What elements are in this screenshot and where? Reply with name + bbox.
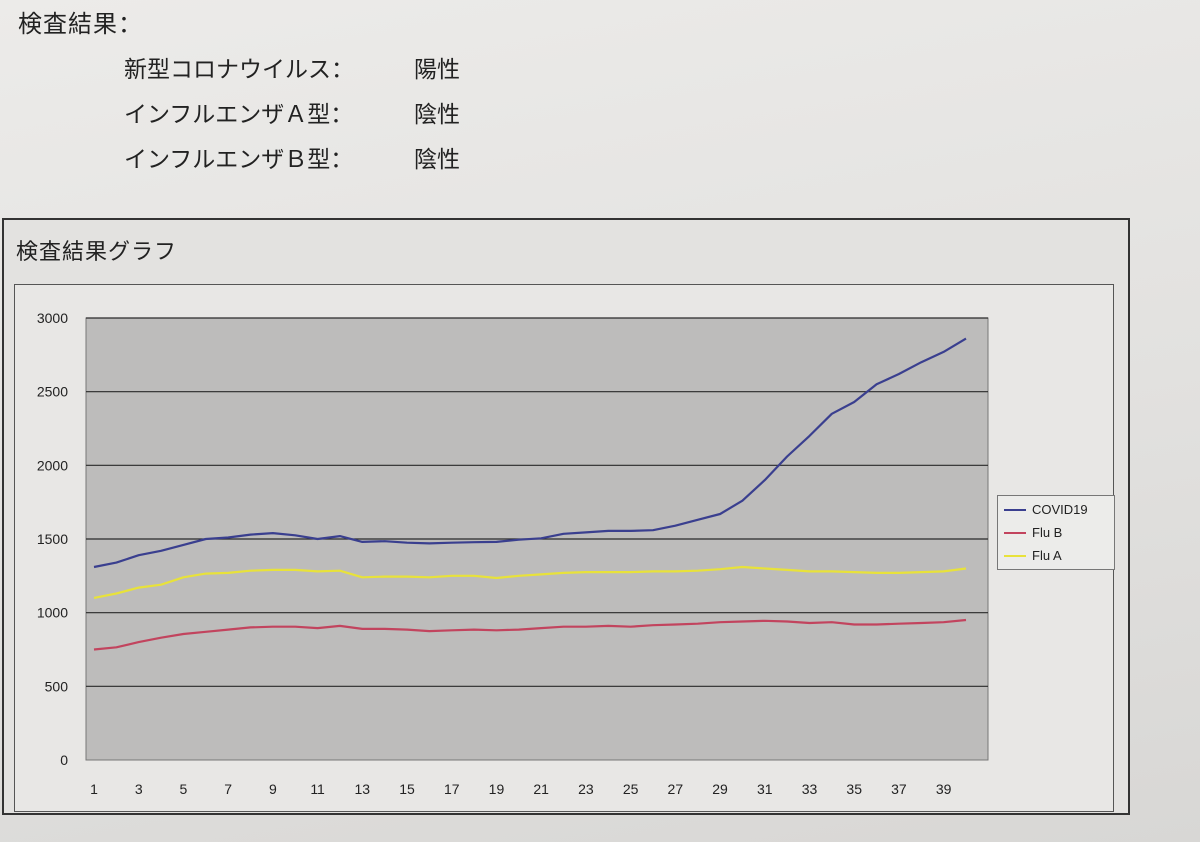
result-name: インフルエンザＡ型： [124,102,354,128]
x-tick-label: 27 [668,781,684,797]
x-tick-label: 13 [355,781,371,797]
x-tick-label: 33 [802,781,818,797]
legend-item-flu-b: Flu B [1004,525,1062,540]
x-tick-label: 39 [936,781,952,797]
x-tick-label: 35 [846,781,862,797]
y-tick-label: 1000 [37,605,68,621]
x-tick-label: 29 [712,781,728,797]
result-value: 陰性 [414,147,460,173]
result-value: 陰性 [414,102,460,128]
y-tick-label: 1500 [37,531,68,547]
x-tick-label: 37 [891,781,907,797]
x-tick-label: 17 [444,781,460,797]
graph-title: 検査結果グラフ [16,240,178,265]
result-row-flu-b: インフルエンザＢ型： 陰性 [124,140,460,174]
y-tick-label: 500 [45,678,69,694]
x-tick-label: 11 [310,781,325,797]
x-tick-label: 15 [399,781,415,797]
x-tick-label: 7 [224,781,232,797]
chart-legend: COVID19 Flu B Flu A [997,495,1115,570]
legend-label: COVID19 [1032,502,1088,517]
x-tick-label: 23 [578,781,594,797]
x-tick-label: 3 [135,781,143,797]
legend-swatch [1004,508,1026,511]
legend-label: Flu A [1032,548,1062,563]
x-tick-label: 1 [90,781,98,797]
x-tick-label: 5 [180,781,188,797]
result-row-covid: 新型コロナウイルス： 陽性 [124,50,460,84]
result-name: 新型コロナウイルス： [124,57,354,83]
legend-label: Flu B [1032,525,1063,540]
x-tick-label: 25 [623,781,639,797]
legend-swatch [1004,531,1026,534]
result-row-flu-a: インフルエンザＡ型： 陰性 [124,95,460,129]
legend-item-flu-a: Flu A [1004,548,1062,563]
y-tick-label: 2500 [37,384,68,400]
result-name: インフルエンザＢ型： [124,147,354,173]
series-line-covid19 [93,337,967,569]
series-line-flu-b [93,618,967,651]
x-tick-label: 31 [757,781,773,797]
y-tick-label: 0 [60,752,68,768]
results-title: 検査結果： [18,10,143,38]
series-line-flu-a [93,565,967,599]
legend-swatch [1004,554,1026,557]
x-tick-label: 9 [269,781,277,797]
y-tick-label: 2000 [37,457,68,473]
result-value: 陽性 [414,57,460,83]
x-tick-label: 19 [489,781,505,797]
x-tick-label: 21 [533,781,549,797]
legend-item-covid19: COVID19 [1004,502,1088,517]
y-tick-label: 3000 [37,310,68,326]
